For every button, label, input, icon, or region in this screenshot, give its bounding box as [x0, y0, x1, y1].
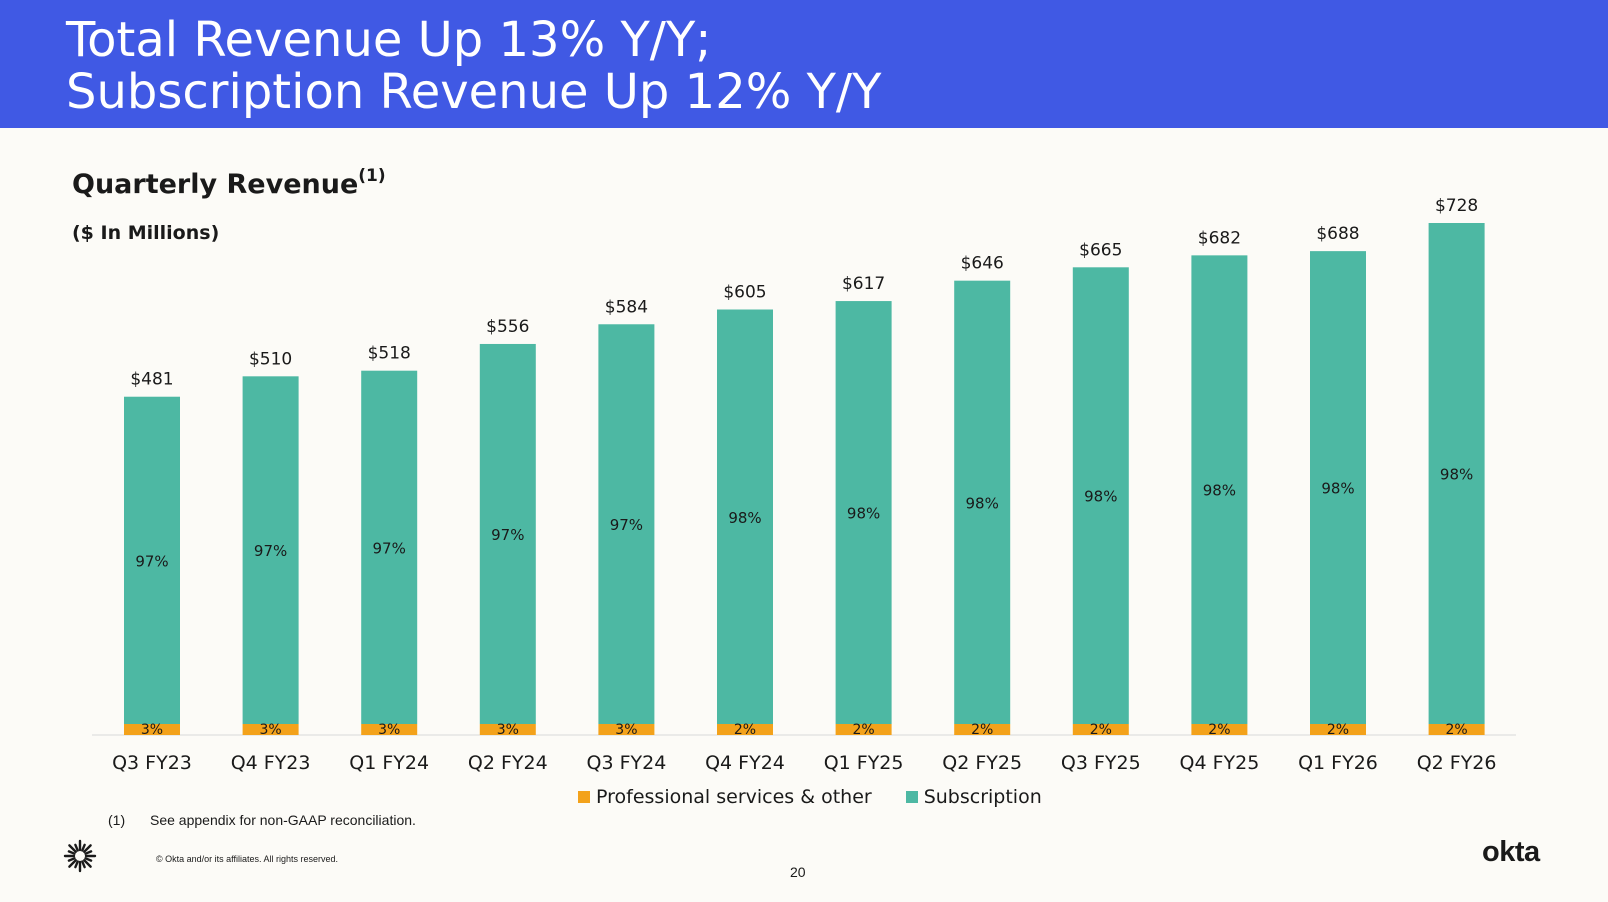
bar-subscription-q2-fy26 [1428, 223, 1485, 724]
bar-professional-services-q1-fy26 [1310, 724, 1366, 735]
bar-professional-services-q4-fy24 [717, 724, 773, 735]
bar-subscription-q3-fy25 [1072, 267, 1129, 724]
x-tick-label-q2-fy24: Q2 FY24 [468, 752, 548, 774]
professional-services-share-label-q2-fy25: 2% [971, 722, 993, 738]
professional-services-share-label-q3-fy24: 3% [615, 722, 637, 738]
bar-professional-services-q3-fy24 [598, 724, 655, 735]
slide-title-line-2: Subscription Revenue Up 12% Y/Y [66, 64, 882, 120]
subscription-share-label-q1-fy25: 98% [847, 505, 880, 523]
bar-subscription-q4-fy24 [717, 309, 773, 724]
footnote-marker: (1) [108, 812, 126, 828]
subscription-share-label-q2-fy25: 98% [966, 494, 999, 512]
x-tick-label-q4-fy25: Q4 FY25 [1180, 752, 1260, 774]
legend-label-subscription: Subscription [923, 786, 1042, 808]
total-label-q3-fy24: $584 [605, 297, 648, 317]
legend-swatch-subscription [905, 791, 918, 803]
professional-services-share-label-q1-fy26: 2% [1327, 722, 1349, 738]
footnote: (1) See appendix for non-GAAP reconciliat… [108, 812, 416, 828]
subscription-share-label-q1-fy24: 97% [373, 539, 406, 557]
bar-subscription-q4-fy25 [1191, 255, 1248, 724]
total-label-q4-fy24: $605 [723, 283, 766, 303]
total-label-q1-fy25: $617 [842, 274, 885, 294]
page-number: 20 [790, 864, 806, 880]
total-label-q2-fy26: $728 [1435, 196, 1478, 216]
total-label-q1-fy24: $518 [368, 344, 411, 364]
total-label-q1-fy26: $688 [1316, 224, 1359, 244]
subscription-share-label-q1-fy26: 98% [1321, 480, 1354, 498]
chart-title: Quarterly Revenue(1) [72, 166, 386, 200]
legend-item-professional-services: Professional services & other [578, 786, 872, 808]
x-tick-label-q1-fy25: Q1 FY25 [824, 752, 904, 774]
professional-services-share-label-q2-fy24: 3% [497, 722, 519, 738]
header-banner: Total Revenue Up 13% Y/Y; Subscription R… [0, 0, 1608, 128]
bar-professional-services-q1-fy24 [361, 724, 418, 735]
professional-services-share-label-q4-fy23: 3% [259, 722, 281, 738]
x-tick-label-q1-fy24: Q1 FY24 [349, 752, 429, 774]
bar-professional-services-q2-fy26 [1428, 724, 1485, 735]
x-tick-label-q1-fy26: Q1 FY26 [1298, 752, 1378, 774]
bar-professional-services-q1-fy25 [835, 724, 892, 735]
x-tick-label-q2-fy26: Q2 FY26 [1417, 752, 1497, 774]
bar-professional-services-q2-fy25 [954, 724, 1011, 735]
professional-services-share-label-q3-fy25: 2% [1090, 722, 1112, 738]
x-tick-label-q3-fy23: Q3 FY23 [112, 752, 192, 774]
x-tick-label-q4-fy24: Q4 FY24 [705, 752, 785, 774]
professional-services-share-label-q1-fy25: 2% [852, 722, 874, 738]
legend-item-subscription: Subscription [905, 786, 1042, 808]
okta-starburst-icon [63, 839, 97, 873]
total-label-q3-fy23: $481 [130, 370, 173, 390]
x-tick-label-q4-fy23: Q4 FY23 [231, 752, 311, 774]
x-tick-label-q3-fy24: Q3 FY24 [587, 752, 667, 774]
professional-services-share-label-q4-fy24: 2% [734, 722, 756, 738]
chart-subtitle: ($ In Millions) [72, 222, 220, 244]
okta-logo: okta [1482, 836, 1540, 868]
footnote-text: See appendix for non-GAAP reconciliation… [150, 812, 416, 828]
bar-professional-services-q3-fy25 [1072, 724, 1129, 735]
bar-professional-services-q2-fy24 [479, 724, 536, 735]
professional-services-share-label-q3-fy23: 3% [141, 722, 163, 738]
bar-subscription-q1-fy26 [1310, 251, 1366, 724]
professional-services-share-label-q1-fy24: 3% [378, 722, 400, 738]
professional-services-share-label-q4-fy25: 2% [1208, 722, 1230, 738]
bar-subscription-q1-fy25 [835, 301, 892, 724]
bar-professional-services-q3-fy23 [124, 724, 180, 735]
subscription-share-label-q2-fy24: 97% [491, 526, 524, 544]
bar-subscription-q1-fy24 [361, 370, 418, 724]
chart-legend: Professional services & other Subscripti… [578, 786, 1076, 808]
chart-title-footnote-marker: (1) [358, 166, 386, 186]
subscription-share-label-q4-fy23: 97% [254, 542, 287, 560]
professional-services-share-label-q2-fy26: 2% [1445, 722, 1467, 738]
subscription-share-label-q2-fy26: 98% [1440, 466, 1473, 484]
bar-subscription-q4-fy23 [242, 376, 299, 724]
total-label-q3-fy25: $665 [1079, 240, 1122, 260]
subscription-share-label-q3-fy25: 98% [1084, 488, 1117, 506]
subscription-share-label-q3-fy24: 97% [610, 516, 643, 534]
total-label-q2-fy25: $646 [961, 254, 1004, 274]
bar-subscription-q2-fy25 [954, 280, 1011, 724]
x-tick-label-q2-fy25: Q2 FY25 [942, 752, 1022, 774]
legend-swatch-professional-services [578, 791, 590, 803]
chart-title-text: Quarterly Revenue [72, 169, 359, 200]
bar-subscription-q3-fy23 [124, 396, 180, 724]
copyright-notice: © Okta and/or its affiliates. All rights… [156, 854, 339, 864]
total-label-q4-fy23: $510 [249, 349, 292, 369]
legend-label-professional-services: Professional services & other [596, 786, 872, 808]
bar-professional-services-q4-fy23 [242, 724, 299, 735]
bar-subscription-q2-fy24 [479, 343, 536, 724]
bar-subscription-q3-fy24 [598, 324, 655, 724]
x-tick-label-q3-fy25: Q3 FY25 [1061, 752, 1141, 774]
total-label-q4-fy25: $682 [1198, 228, 1241, 248]
slide-title-line-1: Total Revenue Up 13% Y/Y; [66, 12, 712, 68]
bar-professional-services-q4-fy25 [1191, 724, 1248, 735]
subscription-share-label-q3-fy23: 97% [135, 552, 168, 570]
total-label-q2-fy24: $556 [486, 317, 529, 337]
subscription-share-label-q4-fy24: 98% [728, 509, 761, 527]
subscription-share-label-q4-fy25: 98% [1203, 482, 1236, 500]
